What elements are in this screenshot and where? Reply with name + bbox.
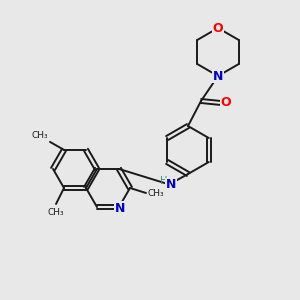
Text: H: H bbox=[160, 176, 168, 186]
Text: N: N bbox=[166, 178, 176, 191]
Text: CH₃: CH₃ bbox=[32, 131, 48, 140]
Text: CH₃: CH₃ bbox=[48, 208, 64, 217]
Text: N: N bbox=[115, 202, 125, 214]
Text: N: N bbox=[213, 70, 223, 83]
Text: CH₃: CH₃ bbox=[148, 188, 165, 197]
Text: O: O bbox=[221, 97, 231, 110]
Text: O: O bbox=[213, 22, 223, 34]
